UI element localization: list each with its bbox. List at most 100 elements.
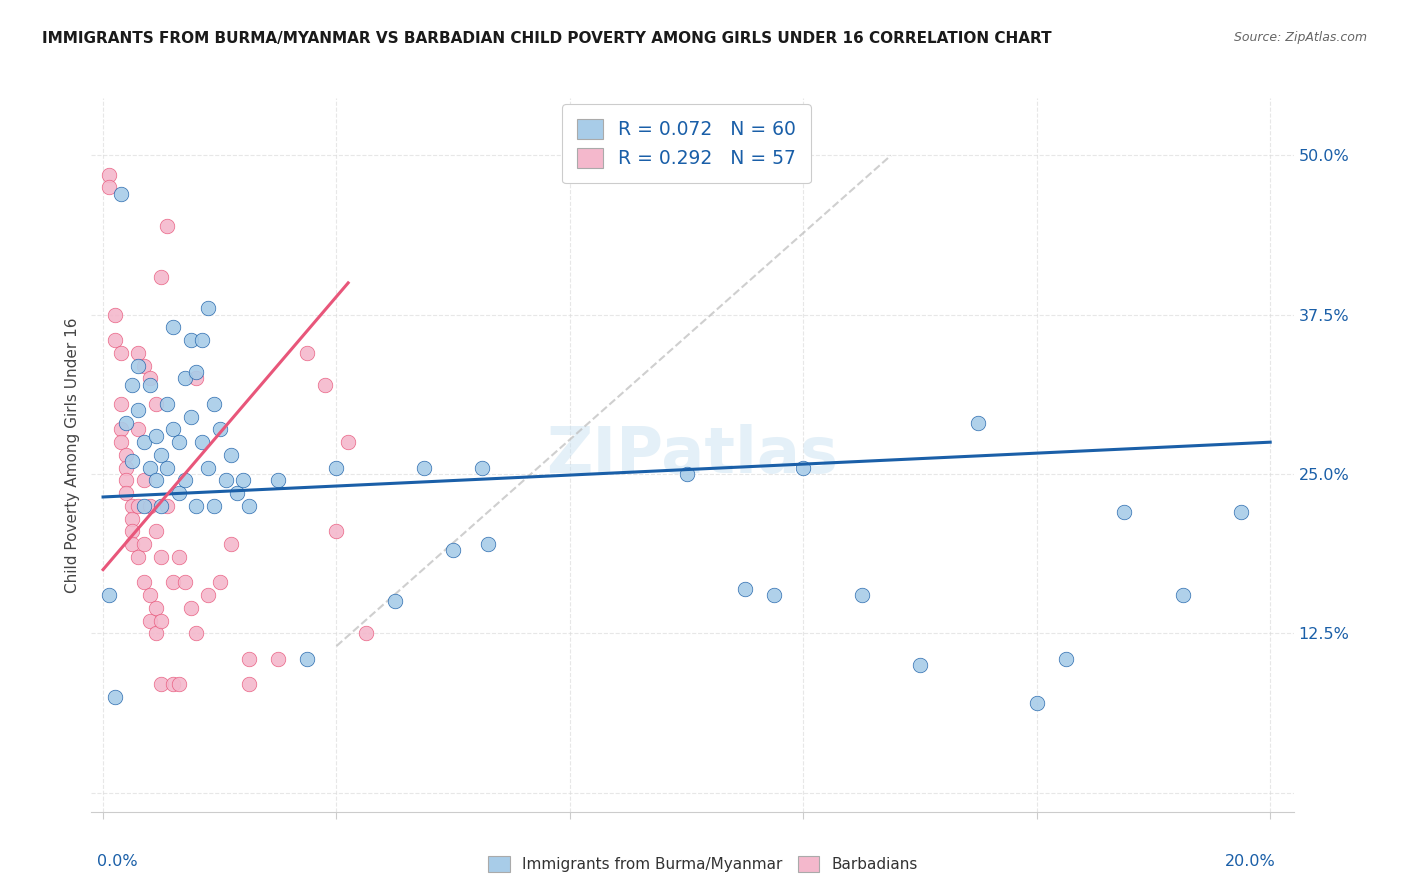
Point xyxy=(127,549,149,564)
Point xyxy=(162,422,184,436)
Point xyxy=(186,499,208,513)
Point xyxy=(1230,505,1253,519)
Point xyxy=(156,460,179,475)
Point xyxy=(132,575,155,590)
Point xyxy=(191,435,214,450)
Point xyxy=(132,435,155,450)
Point xyxy=(226,486,249,500)
Point xyxy=(197,588,219,602)
Text: 20.0%: 20.0% xyxy=(1225,854,1277,869)
Point xyxy=(191,333,214,347)
Point xyxy=(127,359,149,373)
Point xyxy=(238,677,260,691)
Point xyxy=(337,435,360,450)
Point xyxy=(132,537,155,551)
Point xyxy=(208,422,231,436)
Point xyxy=(1025,697,1047,711)
Point xyxy=(734,582,756,596)
Point xyxy=(221,448,243,462)
Point xyxy=(384,594,406,608)
Point xyxy=(156,219,179,233)
Point xyxy=(792,460,814,475)
Point xyxy=(186,626,208,640)
Point xyxy=(121,499,143,513)
Y-axis label: Child Poverty Among Girls Under 16: Child Poverty Among Girls Under 16 xyxy=(65,318,80,592)
Point xyxy=(167,549,190,564)
Point xyxy=(180,600,202,615)
Point xyxy=(121,454,143,468)
Point xyxy=(139,377,162,392)
Point xyxy=(441,543,464,558)
Point xyxy=(127,422,149,436)
Point xyxy=(97,180,120,194)
Point xyxy=(173,575,195,590)
Point xyxy=(110,346,132,360)
Point xyxy=(471,460,494,475)
Point xyxy=(110,397,132,411)
Text: ZIPatlas: ZIPatlas xyxy=(547,424,838,486)
Point xyxy=(121,511,143,525)
Point xyxy=(186,365,208,379)
Point xyxy=(221,537,243,551)
Point xyxy=(145,397,167,411)
Point xyxy=(121,377,143,392)
Point xyxy=(156,397,179,411)
Point xyxy=(314,377,336,392)
Point xyxy=(97,168,120,182)
Point xyxy=(115,448,138,462)
Legend: R = 0.072   N = 60, R = 0.292   N = 57: R = 0.072 N = 60, R = 0.292 N = 57 xyxy=(562,104,811,184)
Point xyxy=(297,346,319,360)
Point xyxy=(150,549,173,564)
Point xyxy=(186,371,208,385)
Point xyxy=(150,269,173,284)
Point xyxy=(325,524,347,539)
Point xyxy=(763,588,786,602)
Point xyxy=(145,474,167,488)
Point xyxy=(197,460,219,475)
Point xyxy=(167,486,190,500)
Point xyxy=(121,524,143,539)
Point xyxy=(325,460,347,475)
Point xyxy=(145,626,167,640)
Point xyxy=(267,474,290,488)
Point xyxy=(297,652,319,666)
Point xyxy=(173,371,195,385)
Point xyxy=(967,416,990,430)
Point xyxy=(110,422,132,436)
Point xyxy=(150,677,173,691)
Point xyxy=(156,499,179,513)
Point xyxy=(115,474,138,488)
Point xyxy=(104,690,127,704)
Point xyxy=(115,460,138,475)
Point xyxy=(115,486,138,500)
Point xyxy=(851,588,873,602)
Point xyxy=(150,499,173,513)
Text: IMMIGRANTS FROM BURMA/MYANMAR VS BARBADIAN CHILD POVERTY AMONG GIRLS UNDER 16 CO: IMMIGRANTS FROM BURMA/MYANMAR VS BARBADI… xyxy=(42,31,1052,46)
Point xyxy=(121,537,143,551)
Point xyxy=(1171,588,1194,602)
Point xyxy=(180,409,202,424)
Point xyxy=(115,416,138,430)
Point xyxy=(127,346,149,360)
Point xyxy=(354,626,377,640)
Point xyxy=(202,499,225,513)
Point xyxy=(132,474,155,488)
Point xyxy=(139,499,162,513)
Point xyxy=(150,448,173,462)
Point xyxy=(110,186,132,201)
Point xyxy=(127,499,149,513)
Point xyxy=(97,588,120,602)
Point xyxy=(139,614,162,628)
Point xyxy=(675,467,697,481)
Point xyxy=(145,600,167,615)
Point xyxy=(908,658,931,673)
Point xyxy=(167,435,190,450)
Text: Source: ZipAtlas.com: Source: ZipAtlas.com xyxy=(1233,31,1367,45)
Text: 0.0%: 0.0% xyxy=(97,854,138,869)
Point xyxy=(162,575,184,590)
Point xyxy=(173,474,195,488)
Point xyxy=(150,614,173,628)
Point xyxy=(232,474,254,488)
Point xyxy=(238,499,260,513)
Point xyxy=(267,652,290,666)
